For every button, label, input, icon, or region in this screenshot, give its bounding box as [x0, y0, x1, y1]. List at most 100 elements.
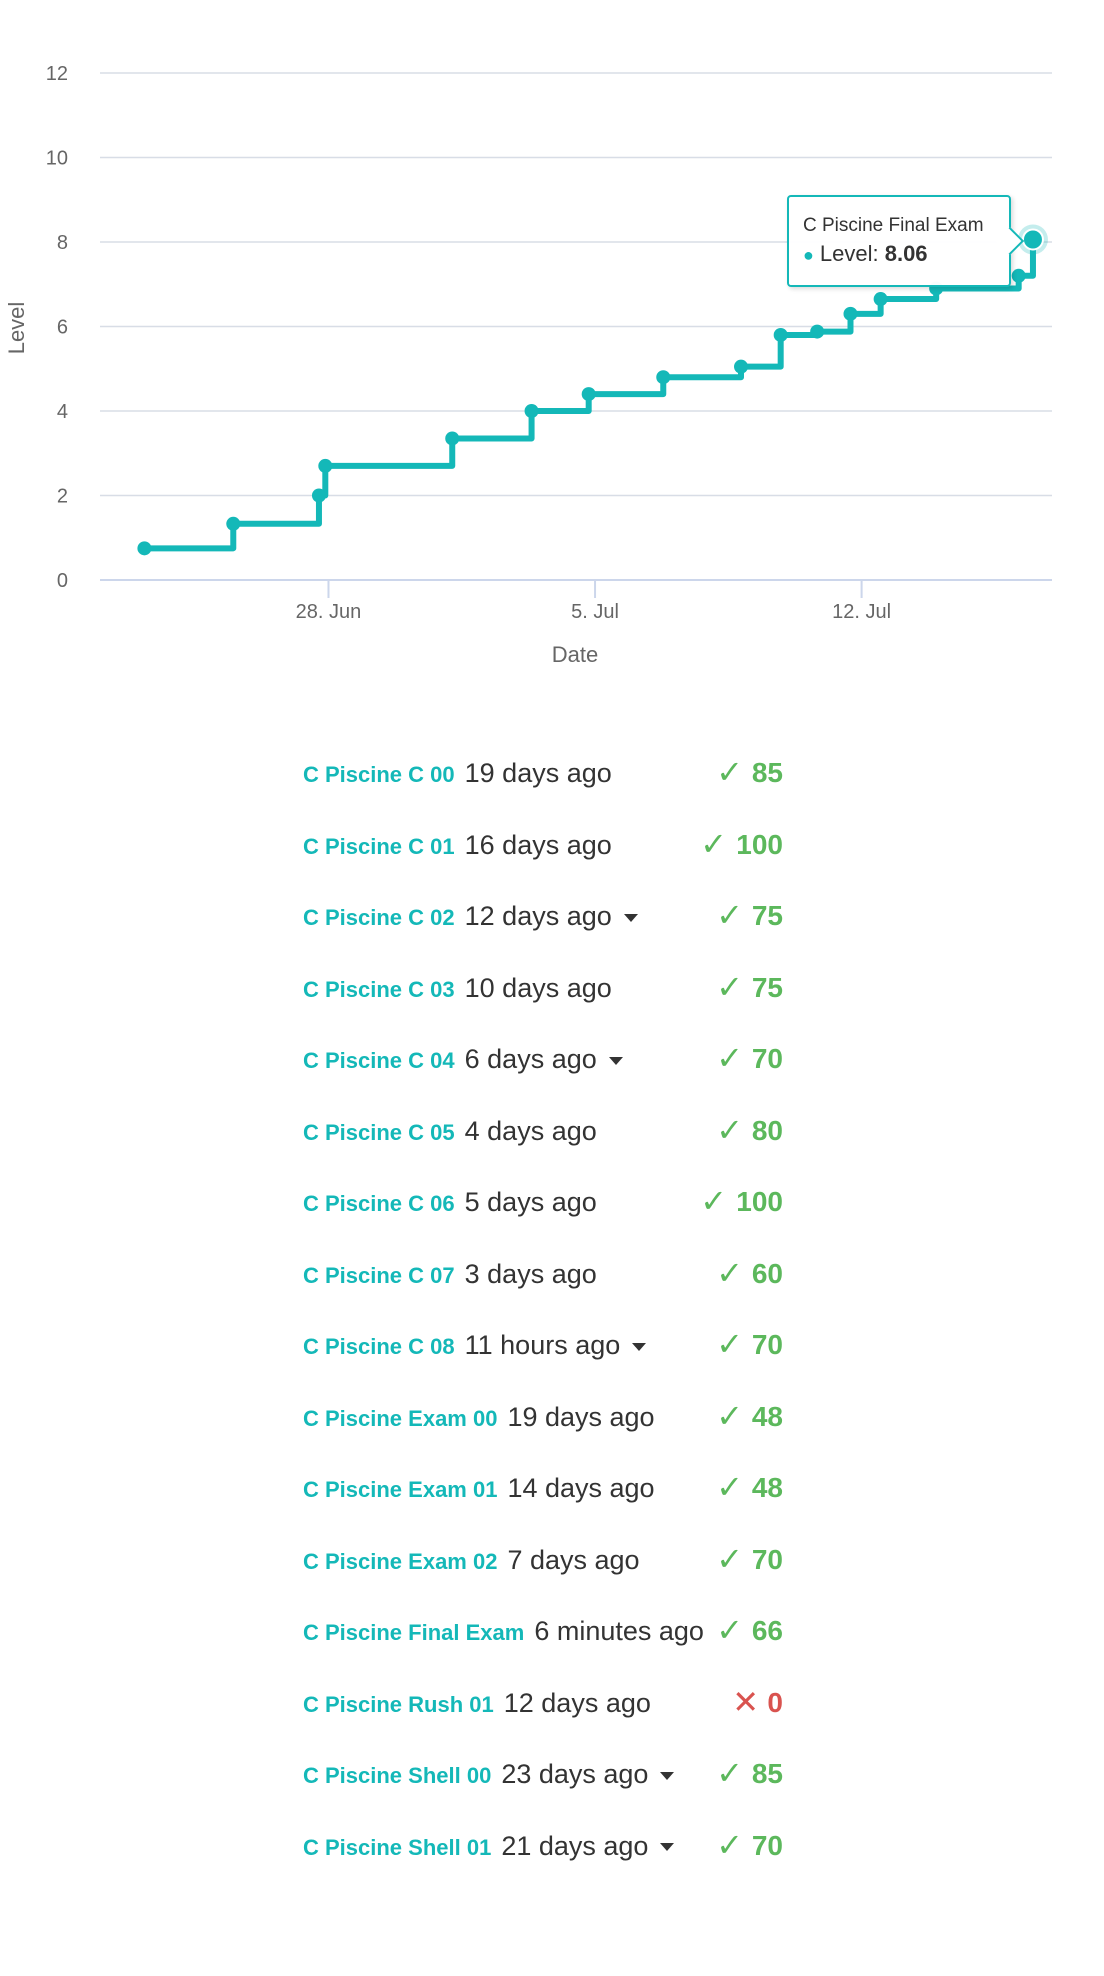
- project-date-text: 19 days ago: [507, 1401, 655, 1432]
- grid-lines: [100, 72, 1052, 497]
- project-row: C Piscine C 05 4 days ago 80 ✓: [0, 1098, 1104, 1170]
- project-date: 19 days ago: [465, 758, 612, 789]
- checkmark-icon: ✓: [700, 1182, 727, 1220]
- project-date: 21 days ago: [501, 1830, 675, 1862]
- project-name-link[interactable]: C Piscine Shell 01: [303, 1834, 492, 1860]
- project-date: 11 hours ago: [465, 1330, 647, 1361]
- checkmark-icon: ✓: [716, 896, 743, 934]
- project-name-link[interactable]: C Piscine Exam 01: [303, 1477, 498, 1502]
- project-name-link[interactable]: C Piscine Exam 02: [303, 1548, 498, 1574]
- project-row: C Piscine Rush 01 12 days ago 0 ✕: [0, 1670, 1104, 1742]
- project-date-text: 12 days ago: [503, 1687, 651, 1718]
- chart-tooltip: C Piscine Final Exam ● Level: 8.06: [787, 195, 1025, 287]
- checkmark-icon: ✓: [716, 1754, 743, 1792]
- project-row: C Piscine C 03 10 days ago 75 ✓: [0, 955, 1104, 1027]
- project-score: 70: [751, 1829, 783, 1861]
- dropdown-caret-icon[interactable]: [623, 913, 638, 922]
- y-axis-ticks: 0 2 4 6 8 10 12: [46, 63, 68, 592]
- data-point[interactable]: [843, 306, 858, 321]
- project-name-link[interactable]: C Piscine C 03: [303, 976, 455, 1002]
- project-date-text: 10 days ago: [464, 972, 612, 1003]
- tooltip-value: 8.06: [884, 241, 928, 266]
- project-score: 100: [736, 1186, 783, 1217]
- y-tick-label: 10: [46, 148, 68, 170]
- checkmark-icon: ✓: [716, 1039, 743, 1077]
- project-date-text: 19 days ago: [464, 758, 612, 788]
- x-tick-label: 12. Jul: [832, 601, 891, 623]
- data-point[interactable]: [656, 370, 671, 385]
- project-row: C Piscine C 08 11 hours ago 70 ✓: [0, 1312, 1104, 1384]
- project-date-text: 16 days ago: [464, 829, 612, 860]
- y-tick-label: 6: [57, 317, 68, 339]
- data-point[interactable]: [226, 516, 241, 531]
- project-date: 12 days ago: [465, 901, 638, 932]
- project-row: C Piscine Exam 02 7 days ago 70 ✓: [0, 1527, 1104, 1599]
- project-date-text: 21 days ago: [501, 1830, 649, 1861]
- project-date: 6 days ago: [465, 1044, 623, 1075]
- project-name-link[interactable]: C Piscine C 07: [303, 1262, 455, 1288]
- data-point[interactable]: [810, 324, 825, 339]
- data-point[interactable]: [1021, 228, 1044, 251]
- dropdown-caret-icon[interactable]: [608, 1056, 623, 1065]
- project-score: 70: [751, 1043, 783, 1074]
- project-date: 14 days ago: [507, 1473, 654, 1504]
- project-date: 4 days ago: [465, 1116, 597, 1147]
- project-date-text: 6 minutes ago: [534, 1616, 704, 1646]
- tooltip-label: Level:: [819, 241, 879, 266]
- data-point[interactable]: [445, 431, 460, 446]
- y-tick-label: 8: [57, 232, 68, 254]
- project-date-text: 6 days ago: [464, 1044, 597, 1074]
- data-point[interactable]: [873, 292, 888, 307]
- data-point[interactable]: [734, 359, 749, 374]
- project-score: 85: [751, 757, 783, 788]
- project-score: 85: [751, 1758, 783, 1789]
- data-point[interactable]: [318, 458, 333, 473]
- project-name-link[interactable]: C Piscine Exam 00: [303, 1405, 498, 1431]
- x-tick-label: 28. Jun: [296, 601, 362, 623]
- project-name-link[interactable]: C Piscine Rush 01: [303, 1691, 494, 1717]
- project-date-text: 12 days ago: [464, 901, 612, 931]
- project-score: 66: [751, 1615, 783, 1646]
- x-tick-label: 5. Jul: [571, 601, 619, 623]
- checkmark-icon: ✓: [700, 824, 727, 863]
- project-date: 7 days ago: [507, 1545, 639, 1576]
- x-axis-ticks: 28. Jun 5. Jul 12. Jul: [296, 580, 891, 623]
- dropdown-caret-icon[interactable]: [632, 1342, 647, 1351]
- y-tick-label: 4: [57, 401, 68, 423]
- project-name-link[interactable]: C Piscine C 00: [303, 762, 455, 787]
- checkmark-icon: ✓: [716, 1468, 743, 1506]
- project-name-link[interactable]: C Piscine C 08: [303, 1334, 455, 1359]
- project-date-text: 7 days ago: [507, 1544, 640, 1575]
- project-name-link[interactable]: C Piscine Final Exam: [303, 1620, 525, 1645]
- checkmark-icon: ✓: [716, 753, 743, 791]
- data-point[interactable]: [137, 541, 152, 556]
- dropdown-caret-icon[interactable]: [660, 1771, 675, 1780]
- project-row: C Piscine Exam 00 19 days ago 48 ✓: [0, 1384, 1104, 1456]
- project-row: C Piscine C 01 16 days ago 100 ✓: [0, 812, 1104, 884]
- project-date: 6 minutes ago: [534, 1616, 704, 1647]
- project-row: C Piscine C 00 19 days ago 85 ✓: [0, 740, 1104, 812]
- project-name-link[interactable]: C Piscine C 02: [303, 905, 455, 930]
- project-score: 0: [767, 1686, 783, 1718]
- project-score: 80: [751, 1114, 783, 1146]
- data-point[interactable]: [311, 488, 326, 503]
- project-row: C Piscine Shell 00 23 days ago 85 ✓: [0, 1741, 1104, 1813]
- checkmark-icon: ✓: [716, 1825, 743, 1864]
- project-name-link[interactable]: C Piscine C 06: [303, 1191, 455, 1216]
- data-point[interactable]: [581, 387, 596, 402]
- project-name-link[interactable]: C Piscine C 05: [303, 1119, 455, 1145]
- project-date-text: 11 hours ago: [464, 1330, 621, 1360]
- data-point[interactable]: [1011, 268, 1026, 283]
- dropdown-caret-icon[interactable]: [660, 1843, 675, 1852]
- project-date: 10 days ago: [465, 973, 612, 1004]
- checkmark-icon: ✓: [716, 1396, 743, 1435]
- project-name-link[interactable]: C Piscine C 01: [303, 833, 455, 859]
- data-point[interactable]: [773, 327, 788, 342]
- tooltip-title: C Piscine Final Exam: [803, 215, 984, 236]
- project-row: C Piscine C 04 6 days ago 70 ✓: [0, 1026, 1104, 1098]
- project-score: 70: [751, 1543, 783, 1575]
- project-name-link[interactable]: C Piscine Shell 00: [303, 1763, 492, 1788]
- project-score: 70: [751, 1329, 783, 1360]
- data-point[interactable]: [524, 404, 539, 418]
- project-name-link[interactable]: C Piscine C 04: [303, 1048, 455, 1073]
